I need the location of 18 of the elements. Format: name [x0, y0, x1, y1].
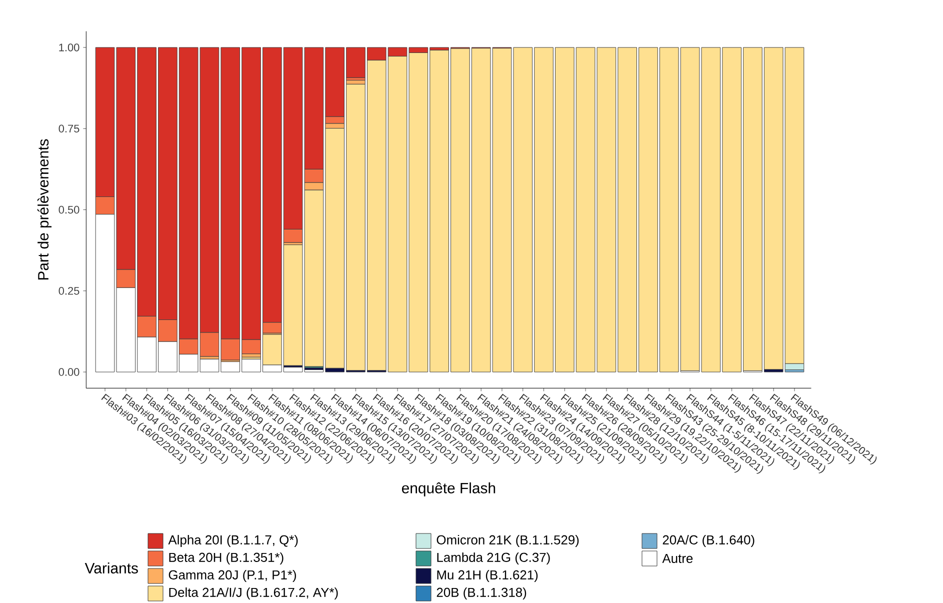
y-tick-label: 0.75: [58, 124, 80, 132]
legend-label: Omicron 21K (B.1.1.529): [436, 534, 579, 548]
legend-label: Mu 21H (B.1.621): [437, 570, 538, 582]
y-axis-title: Part de prélèvements: [37, 139, 52, 280]
y-tick-label: 0.25: [58, 286, 80, 295]
legend-label: Delta 21A/I/J (B.1.617.2, AY*): [169, 587, 338, 600]
y-tick-label: 0.50: [58, 206, 80, 214]
legend-label: Alpha 20I (B.1.1.7, Q*): [168, 534, 298, 548]
legend-title: Variants: [84, 562, 138, 574]
y-tick-label: 0.00: [58, 368, 80, 376]
legend-label: 20A/C (B.1.640): [662, 534, 754, 548]
legend-label: Autre: [662, 554, 693, 564]
legend-label: 20B (B.1.1.318): [436, 587, 526, 600]
x-axis-title: enquête Flash: [402, 482, 496, 496]
legend-label: Lambda 21G (C.37): [437, 552, 550, 565]
y-tick-label: 1.00: [59, 44, 80, 52]
legend-label: Beta 20H (B.1.351*): [169, 552, 284, 565]
legend-label: Gamma 20J (P.1, P1*): [168, 570, 296, 582]
